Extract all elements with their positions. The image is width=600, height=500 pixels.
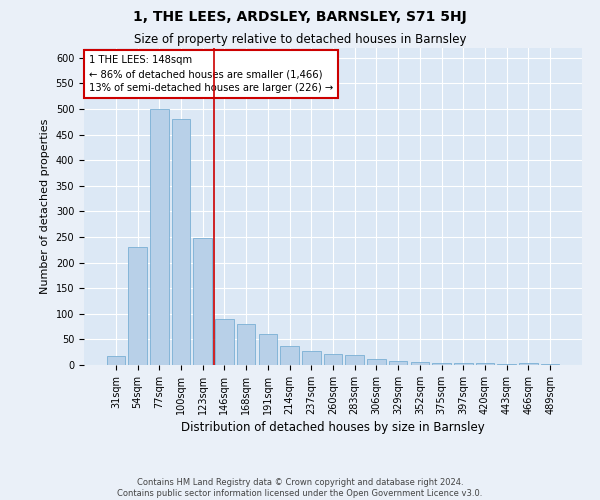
- Text: 1 THE LEES: 148sqm
← 86% of detached houses are smaller (1,466)
13% of semi-deta: 1 THE LEES: 148sqm ← 86% of detached hou…: [89, 56, 333, 94]
- Bar: [128, 247, 147, 365]
- Bar: [280, 346, 299, 365]
- Bar: [476, 364, 494, 365]
- Text: Size of property relative to detached houses in Barnsley: Size of property relative to detached ho…: [134, 32, 466, 46]
- Bar: [541, 364, 559, 365]
- Bar: [193, 238, 212, 365]
- Bar: [346, 355, 364, 365]
- Text: Contains HM Land Registry data © Crown copyright and database right 2024.
Contai: Contains HM Land Registry data © Crown c…: [118, 478, 482, 498]
- Bar: [215, 319, 233, 365]
- Bar: [433, 363, 451, 365]
- Bar: [389, 361, 407, 365]
- Bar: [324, 354, 342, 365]
- Bar: [237, 324, 256, 365]
- Bar: [150, 109, 169, 365]
- Bar: [497, 364, 516, 365]
- Bar: [302, 351, 320, 365]
- Bar: [259, 334, 277, 365]
- Bar: [519, 364, 538, 365]
- Text: 1, THE LEES, ARDSLEY, BARNSLEY, S71 5HJ: 1, THE LEES, ARDSLEY, BARNSLEY, S71 5HJ: [133, 10, 467, 24]
- Bar: [172, 119, 190, 365]
- Y-axis label: Number of detached properties: Number of detached properties: [40, 118, 50, 294]
- Bar: [454, 363, 473, 365]
- Bar: [107, 356, 125, 365]
- Bar: [367, 359, 386, 365]
- Bar: [410, 362, 429, 365]
- X-axis label: Distribution of detached houses by size in Barnsley: Distribution of detached houses by size …: [181, 421, 485, 434]
